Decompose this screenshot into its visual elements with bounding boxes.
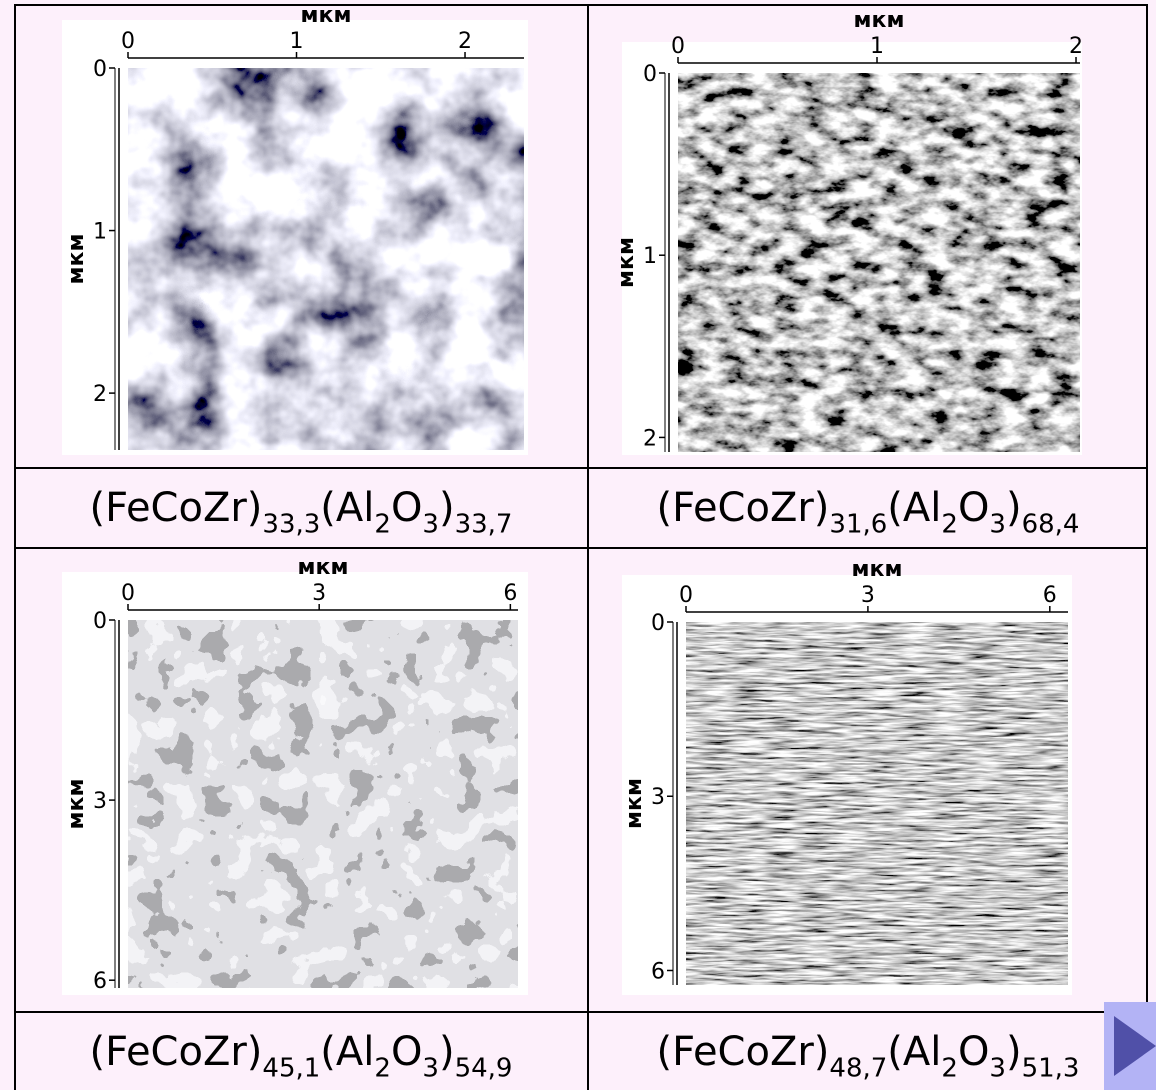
formula-text: (Al	[887, 1029, 942, 1075]
formula-subscript: 54,9	[454, 1053, 513, 1084]
formula-text: (FeCoZr)	[656, 485, 830, 531]
y-tick-label: 3	[651, 785, 665, 810]
formula-text: O	[390, 1029, 423, 1075]
x-tick-label: 0	[121, 29, 135, 54]
formula-caption: (FeCoZr)33,3(Al2O3)33,7	[89, 485, 513, 538]
x-axis-label: мкм	[298, 555, 349, 580]
next-button[interactable]	[1104, 1002, 1156, 1090]
y-tick-label: 0	[643, 62, 657, 87]
formula-subscript: 2	[941, 509, 958, 540]
formula-subscript: 33,3	[262, 509, 321, 540]
formula-subscript: 2	[374, 509, 391, 540]
formula-text: O	[957, 1029, 990, 1075]
formula-text: )	[438, 485, 455, 531]
y-tick-label: 1	[643, 244, 657, 269]
formula-caption: (FeCoZr)48,7(Al2O3)51,3	[656, 1029, 1080, 1082]
formula-text: )	[438, 1029, 455, 1075]
y-tick-label: 2	[643, 426, 657, 451]
x-tick-label: 0	[679, 583, 693, 608]
y-tick-label: 0	[93, 609, 107, 634]
formula-text: (FeCoZr)	[656, 1029, 830, 1075]
formula-text: (FeCoZr)	[89, 485, 263, 531]
formula-subscript: 45,1	[262, 1053, 321, 1084]
formula-subscript: 31,6	[829, 509, 888, 540]
afm-image	[128, 620, 518, 988]
formula-subscript: 2	[941, 1053, 958, 1084]
x-tick-label: 0	[671, 34, 685, 59]
formula-subscript: 3	[422, 509, 439, 540]
y-tick-label: 0	[93, 57, 107, 82]
x-tick-label: 0	[121, 581, 135, 606]
formula-text: )	[1005, 485, 1022, 531]
formula-text: O	[957, 485, 990, 531]
afm-image	[128, 68, 524, 450]
y-tick-label: 6	[651, 959, 665, 984]
x-tick-label: 3	[312, 581, 326, 606]
y-tick-label: 3	[93, 789, 107, 814]
x-tick-label: 3	[861, 583, 875, 608]
formula-subscript: 48,7	[829, 1053, 888, 1084]
y-tick-label: 2	[93, 382, 107, 407]
formula-subscript: 68,4	[1021, 509, 1080, 540]
formula-text: (Al	[887, 485, 942, 531]
formula-subscript: 2	[374, 1053, 391, 1084]
x-axis-label: мкм	[854, 8, 905, 33]
y-axis-label: мкм	[622, 778, 647, 829]
formula-text: O	[390, 485, 423, 531]
y-axis-label: мкм	[64, 779, 89, 830]
formula-text: (FeCoZr)	[89, 1029, 263, 1075]
formula-subscript: 3	[422, 1053, 439, 1084]
formula-subscript: 3	[989, 1053, 1006, 1084]
afm-image	[678, 73, 1080, 452]
table-border	[14, 4, 1148, 1090]
x-tick-label: 2	[1069, 34, 1083, 59]
x-tick-label: 6	[1043, 583, 1057, 608]
formula-text: )	[1005, 1029, 1022, 1075]
y-tick-label: 1	[93, 220, 107, 245]
y-axis-label: мкм	[614, 237, 639, 288]
x-tick-label: 1	[870, 34, 884, 59]
y-tick-label: 6	[93, 969, 107, 994]
x-tick-label: 2	[458, 29, 472, 54]
y-tick-label: 0	[651, 611, 665, 636]
x-tick-label: 1	[290, 29, 304, 54]
formula-caption: (FeCoZr)45,1(Al2O3)54,9	[89, 1029, 513, 1082]
formula-subscript: 33,7	[454, 509, 513, 540]
x-tick-label: 6	[503, 581, 517, 606]
formula-caption: (FeCoZr)31,6(Al2O3)68,4	[656, 485, 1080, 538]
formula-text: (Al	[320, 485, 375, 531]
x-axis-label: мкм	[301, 3, 352, 28]
formula-subscript: 3	[989, 509, 1006, 540]
afm-image	[686, 622, 1068, 985]
formula-subscript: 51,3	[1021, 1053, 1080, 1084]
formula-text: (Al	[320, 1029, 375, 1075]
y-axis-label: мкм	[64, 234, 89, 285]
x-axis-label: мкм	[852, 557, 903, 582]
